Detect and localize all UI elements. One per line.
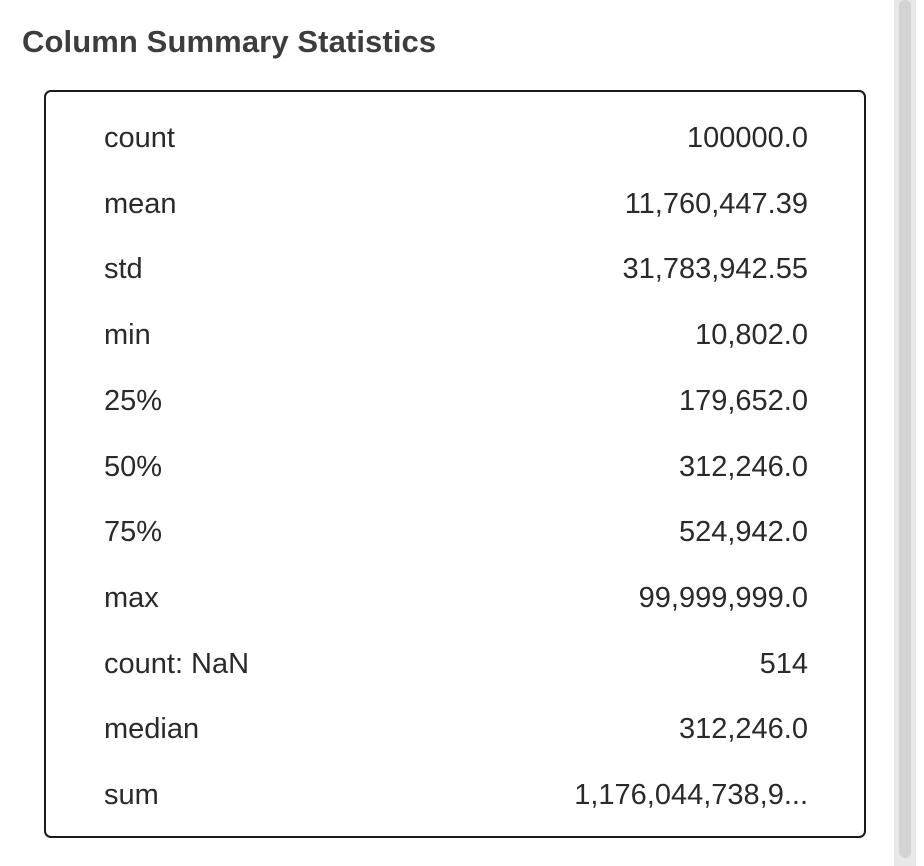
stat-label: std — [104, 253, 143, 285]
stat-row-median: median 312,246.0 — [46, 709, 864, 749]
stat-label: sum — [104, 779, 159, 811]
stat-value: 100000.0 — [687, 122, 808, 154]
stat-value: 312,246.0 — [678, 451, 808, 483]
stat-value: 10,802.0 — [695, 319, 808, 351]
stat-value: 11,760,447.39 — [624, 188, 808, 220]
vertical-scrollbar[interactable] — [894, 0, 916, 866]
stat-value: 31,783,942.55 — [622, 253, 808, 285]
stat-row-25-percent: 25% 179,652.0 — [46, 381, 864, 421]
stat-row-min: min 10,802.0 — [46, 315, 864, 355]
summary-statistics-box: count 100000.0 mean 11,760,447.39 std 31… — [44, 90, 866, 838]
stat-row-75-percent: 75% 524,942.0 — [46, 512, 864, 552]
stat-row-std: std 31,783,942.55 — [46, 249, 864, 289]
stat-row-max: max 99,999,999.0 — [46, 578, 864, 618]
stat-row-50-percent: 50% 312,246.0 — [46, 447, 864, 487]
stat-value: 1,176,044,738,9... — [574, 779, 808, 811]
stat-value: 312,246.0 — [678, 713, 808, 745]
stat-label: median — [104, 713, 200, 745]
stat-label: count — [104, 122, 175, 154]
stat-label: 50% — [104, 451, 163, 483]
stat-label: count: NaN — [104, 648, 250, 680]
stat-label: min — [104, 319, 151, 351]
stat-row-sum: sum 1,176,044,738,9... — [46, 775, 864, 815]
stat-label: max — [104, 582, 159, 614]
stat-value: 524,942.0 — [678, 516, 808, 548]
stat-row-count-nan: count: NaN 514 — [46, 644, 864, 684]
scrollbar-thumb[interactable] — [899, 0, 911, 858]
stat-row-count: count 100000.0 — [46, 118, 864, 158]
stat-row-mean: mean 11,760,447.39 — [46, 184, 864, 224]
stat-value: 514 — [759, 648, 808, 680]
stat-label: mean — [104, 188, 177, 220]
stat-value: 99,999,999.0 — [638, 582, 808, 614]
stat-value: 179,652.0 — [678, 385, 808, 417]
panel-title: Column Summary Statistics — [22, 24, 437, 59]
stat-label: 75% — [104, 516, 163, 548]
stat-label: 25% — [104, 385, 163, 417]
